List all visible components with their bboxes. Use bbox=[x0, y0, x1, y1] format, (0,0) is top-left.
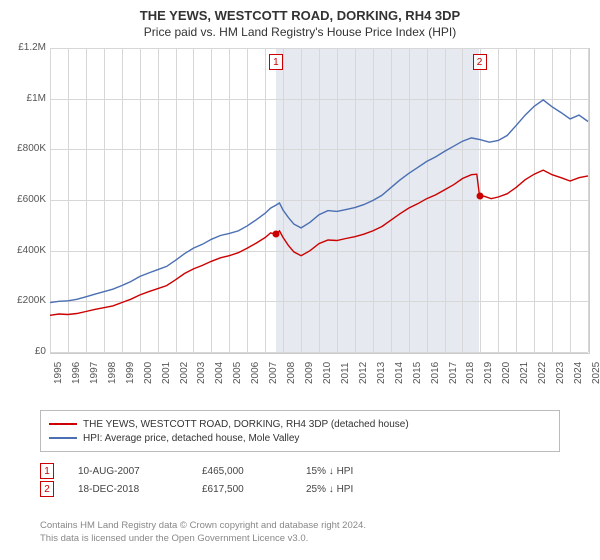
legend: THE YEWS, WESTCOTT ROAD, DORKING, RH4 3D… bbox=[40, 410, 560, 452]
sales-table: 1 10-AUG-2007 £465,000 15% ↓ HPI 2 18-DE… bbox=[40, 462, 570, 498]
sale-pct-vs-hpi: 15% ↓ HPI bbox=[306, 466, 353, 477]
legend-label-property: THE YEWS, WESTCOTT ROAD, DORKING, RH4 3D… bbox=[83, 419, 409, 430]
footer-attribution: Contains HM Land Registry data © Crown c… bbox=[40, 520, 580, 546]
chart-sale-marker-2: 2 bbox=[473, 54, 487, 70]
legend-swatch-hpi bbox=[49, 437, 77, 439]
chart-title: THE YEWS, WESTCOTT ROAD, DORKING, RH4 3D… bbox=[0, 8, 600, 23]
legend-swatch-property bbox=[49, 423, 77, 425]
sale-marker-2: 2 bbox=[40, 481, 54, 497]
sales-row: 1 10-AUG-2007 £465,000 15% ↓ HPI bbox=[40, 462, 570, 480]
sale-pct-vs-hpi: 25% ↓ HPI bbox=[306, 484, 353, 495]
chart-sale-marker-1: 1 bbox=[269, 54, 283, 70]
sales-row: 2 18-DEC-2018 £617,500 25% ↓ HPI bbox=[40, 480, 570, 498]
chart-subtitle: Price paid vs. HM Land Registry's House … bbox=[0, 25, 600, 39]
sale-price: £617,500 bbox=[202, 484, 282, 495]
sale-date: 10-AUG-2007 bbox=[78, 466, 178, 477]
sale-marker-1: 1 bbox=[40, 463, 54, 479]
chart-area: £0£200K£400K£600K£800K£1M£1.2M1995199619… bbox=[0, 42, 600, 402]
sale-date: 18-DEC-2018 bbox=[78, 484, 178, 495]
legend-label-hpi: HPI: Average price, detached house, Mole… bbox=[83, 433, 299, 444]
footer-line-2: This data is licensed under the Open Gov… bbox=[40, 533, 580, 546]
sale-price: £465,000 bbox=[202, 466, 282, 477]
footer-line-1: Contains HM Land Registry data © Crown c… bbox=[40, 520, 580, 533]
